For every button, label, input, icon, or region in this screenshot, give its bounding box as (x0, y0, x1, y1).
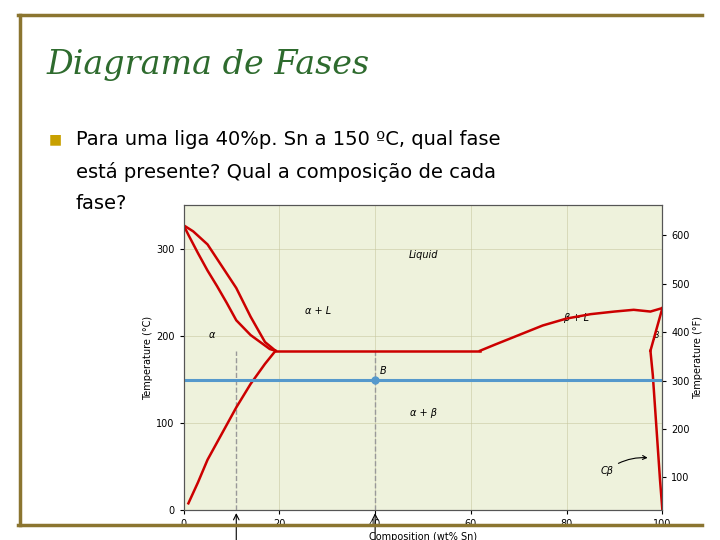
Text: β: β (652, 330, 658, 340)
Text: está presente? Qual a composição de cada: está presente? Qual a composição de cada (76, 162, 495, 182)
Text: Diagrama de Fases: Diagrama de Fases (47, 49, 370, 80)
Y-axis label: Temperature (°F): Temperature (°F) (693, 316, 703, 399)
Text: ■: ■ (49, 132, 62, 146)
Text: α + L: α + L (305, 306, 330, 316)
Text: α: α (209, 330, 215, 340)
X-axis label: Composition (wt% Sn): Composition (wt% Sn) (369, 532, 477, 540)
Y-axis label: Temperature (°C): Temperature (°C) (143, 316, 153, 400)
Text: Para uma liga 40%p. Sn a 150 ºC, qual fase: Para uma liga 40%p. Sn a 150 ºC, qual fa… (76, 130, 500, 148)
Text: B: B (380, 366, 387, 376)
Text: α + β: α + β (410, 408, 436, 418)
Text: fase?: fase? (76, 194, 127, 213)
Text: Cβ: Cβ (600, 456, 647, 476)
Text: Liquid: Liquid (408, 249, 438, 260)
Text: β + L: β + L (563, 313, 589, 323)
